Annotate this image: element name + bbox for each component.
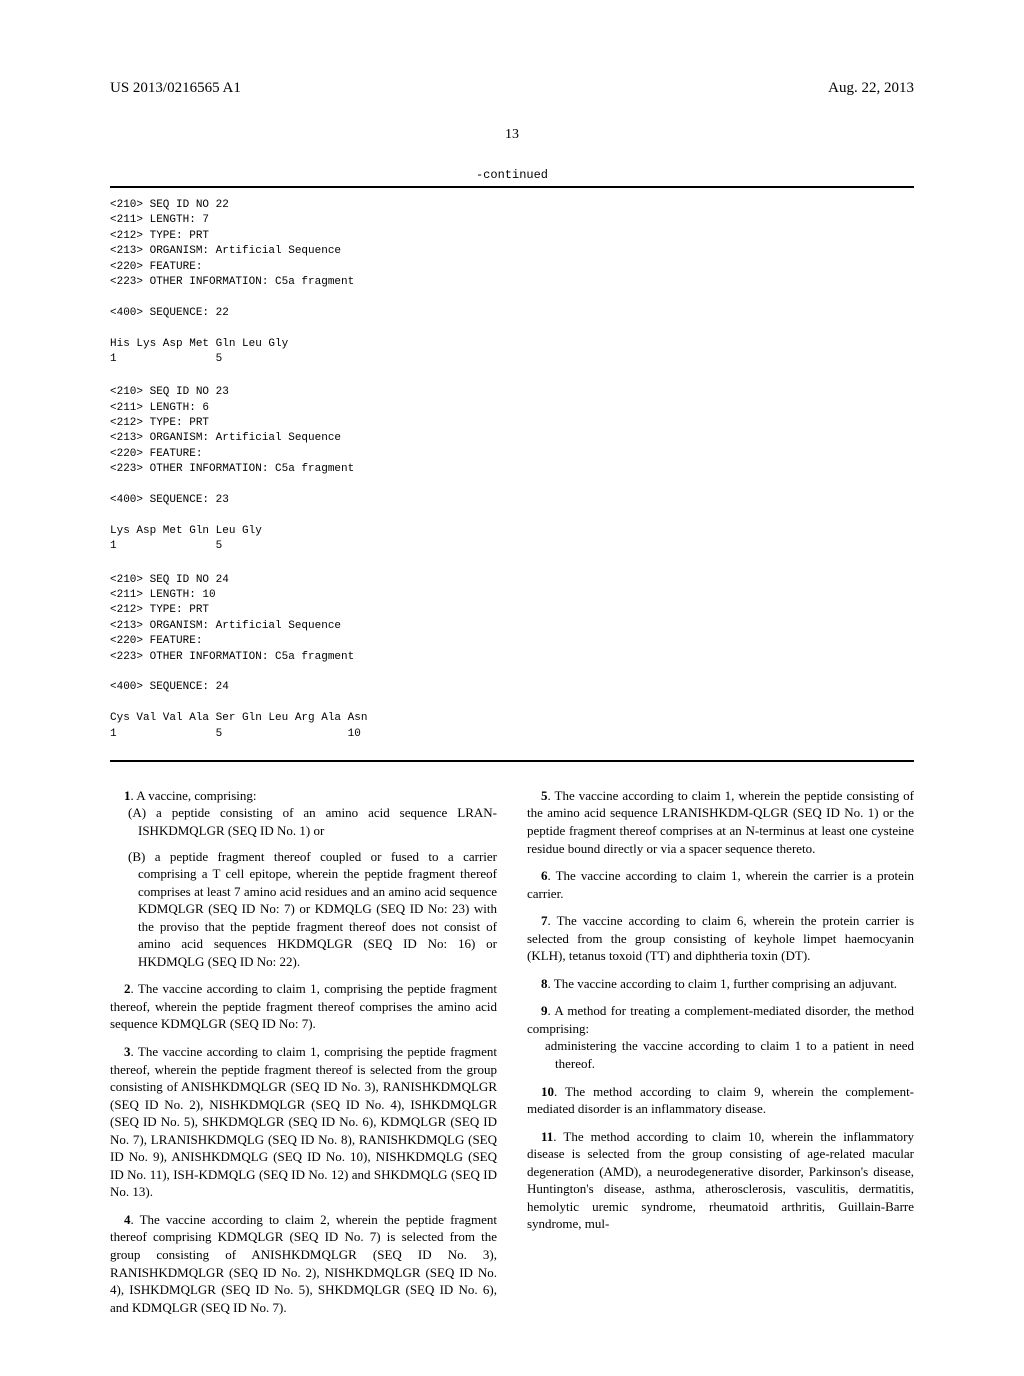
claim-number: 2 <box>124 981 131 996</box>
claim-text: The method according to claim 10, wherei… <box>527 1129 914 1232</box>
claim-number: 9 <box>541 1003 548 1018</box>
claim-11: 11. The method according to claim 10, wh… <box>527 1128 914 1233</box>
claim-8: 8. The vaccine according to claim 1, fur… <box>527 975 914 993</box>
claim-number: 10 <box>541 1084 554 1099</box>
claim-text: The vaccine according to claim 1, compri… <box>110 981 497 1031</box>
sequence-listing: <210> SEQ ID NO 22 <211> LENGTH: 7 <212>… <box>110 198 914 742</box>
claims-section: 1. A vaccine, comprising: (A) a peptide … <box>110 787 914 1316</box>
claim-text: A vaccine, comprising: <box>136 788 256 803</box>
claim-1: 1. A vaccine, comprising: (A) a peptide … <box>110 787 497 970</box>
claim-text: A method for treating a complement-media… <box>527 1003 914 1036</box>
claim-number: 8 <box>541 976 548 991</box>
claim-text: The vaccine according to claim 1, furthe… <box>554 976 897 991</box>
claim-text: The vaccine according to claim 1, wherei… <box>527 868 914 901</box>
claim-sub: administering the vaccine according to c… <box>545 1037 914 1072</box>
claim-4: 4. The vaccine according to claim 2, whe… <box>110 1211 497 1316</box>
publication-date: Aug. 22, 2013 <box>828 80 914 97</box>
publication-number: US 2013/0216565 A1 <box>110 80 241 97</box>
claim-number: 3 <box>124 1044 131 1059</box>
sequence-block: <210> SEQ ID NO 23 <211> LENGTH: 6 <212>… <box>110 385 914 554</box>
claim-number: 7 <box>541 913 548 928</box>
rule-bottom <box>110 760 914 762</box>
rule-top <box>110 186 914 188</box>
claim-number: 11 <box>541 1129 553 1144</box>
claim-text: The vaccine according to claim 1, wherei… <box>527 788 914 856</box>
claim-sub-a: (A) a peptide consisting of an amino aci… <box>128 804 497 839</box>
claim-text: The vaccine according to claim 1, compri… <box>110 1044 497 1199</box>
claim-number: 4 <box>124 1212 131 1227</box>
page-header: US 2013/0216565 A1 Aug. 22, 2013 <box>110 80 914 97</box>
claim-7: 7. The vaccine according to claim 6, whe… <box>527 912 914 965</box>
claim-number: 5 <box>541 788 548 803</box>
claim-3: 3. The vaccine according to claim 1, com… <box>110 1043 497 1201</box>
claim-10: 10. The method according to claim 9, whe… <box>527 1083 914 1118</box>
claim-text: The method according to claim 9, wherein… <box>527 1084 914 1117</box>
claim-6: 6. The vaccine according to claim 1, whe… <box>527 867 914 902</box>
claim-5: 5. The vaccine according to claim 1, whe… <box>527 787 914 857</box>
sequence-block: <210> SEQ ID NO 22 <211> LENGTH: 7 <212>… <box>110 198 914 367</box>
claim-9: 9. A method for treating a complement-me… <box>527 1002 914 1072</box>
claim-text: The vaccine according to claim 6, wherei… <box>527 913 914 963</box>
claim-sub-b: (B) a peptide fragment thereof coupled o… <box>128 848 497 971</box>
claim-text: The vaccine according to claim 2, wherei… <box>110 1212 497 1315</box>
sequence-block: <210> SEQ ID NO 24 <211> LENGTH: 10 <212… <box>110 573 914 742</box>
page-number: 13 <box>110 127 914 143</box>
claim-number: 1 <box>124 788 131 803</box>
continued-label: -continued <box>110 168 914 182</box>
claim-2: 2. The vaccine according to claim 1, com… <box>110 980 497 1033</box>
claim-number: 6 <box>541 868 548 883</box>
